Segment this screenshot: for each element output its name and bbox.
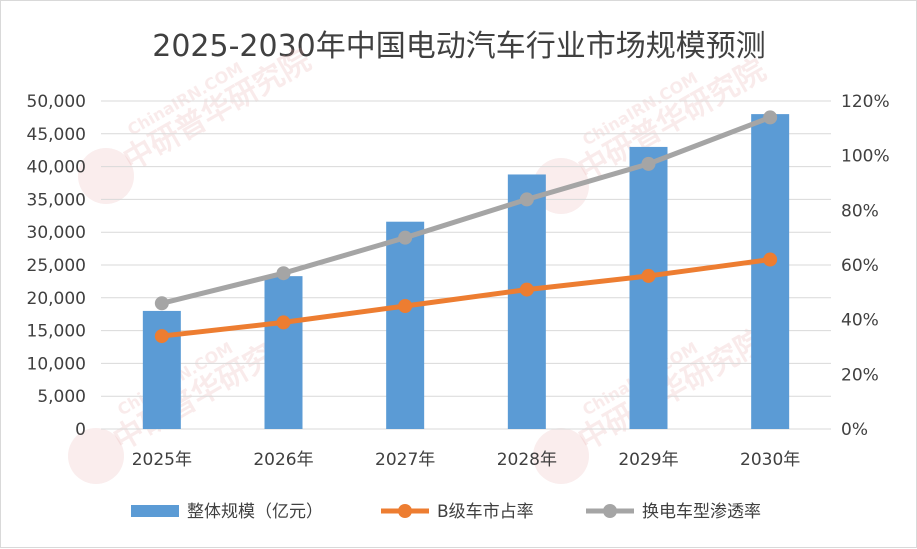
- legend-swatch-marker: [398, 504, 412, 518]
- bar: [264, 276, 303, 429]
- line-point: [276, 266, 291, 281]
- right-axis-tick-label: 80%: [841, 201, 879, 221]
- legend-label: B级车市占率: [437, 502, 534, 522]
- right-axis-tick-label: 40%: [841, 311, 879, 331]
- gridlines: [101, 100, 831, 430]
- left-axis-tick-label: 30,000: [27, 223, 86, 243]
- watermark-logo-icon: [68, 428, 124, 484]
- line-point: [641, 268, 656, 283]
- chart-title: 2025-2030年中国电动汽车行业市场规模预测: [152, 29, 766, 64]
- x-axis-ticks: 2025年 2026年 2027年 2028年 2029年 2030年: [132, 450, 801, 470]
- left-axis-tick-label: 40,000: [27, 158, 86, 178]
- line-point: [519, 192, 534, 207]
- x-axis-tick-label: 2026年: [253, 450, 313, 470]
- legend-label: 整体规模（亿元）: [187, 502, 323, 522]
- right-axis-tick-label: 0%: [841, 420, 868, 440]
- left-axis-tick-label: 35,000: [27, 190, 86, 210]
- watermark-logo-icon: [533, 428, 589, 484]
- bar: [507, 174, 546, 429]
- bar: [142, 310, 181, 429]
- x-axis-tick-label: 2029年: [618, 450, 678, 470]
- legend: 整体规模（亿元） B级车市占率 换电车型渗透率: [131, 502, 761, 522]
- line-point: [154, 329, 169, 344]
- bar: [751, 114, 790, 430]
- left-axis-tick-label: 5,000: [37, 387, 86, 407]
- right-axis-tick-label: 20%: [841, 365, 879, 385]
- line-point: [154, 296, 169, 311]
- left-axis-ticks: 0 5,000 10,000 15,000 20,000 25,000 30,000 35,0…: [27, 92, 86, 440]
- line-point: [763, 110, 778, 125]
- watermark-logo-icon: [533, 158, 589, 214]
- legend-swatch-bar: [131, 505, 179, 517]
- left-axis-tick-label: 25,000: [27, 256, 86, 276]
- watermark-logo-icon: [78, 148, 134, 204]
- legend-swatch-marker: [603, 504, 617, 518]
- x-axis-tick-label: 2025年: [132, 450, 192, 470]
- line-point: [398, 230, 413, 245]
- bar-series: [142, 114, 790, 430]
- left-axis-tick-label: 15,000: [27, 322, 86, 342]
- left-axis-tick-label: 20,000: [27, 289, 86, 309]
- x-axis-tick-label: 2028年: [497, 450, 557, 470]
- series-line: [161, 257, 771, 339]
- right-axis-tick-label: 120%: [841, 92, 890, 112]
- left-axis-tick-label: 50,000: [27, 92, 86, 112]
- bar: [629, 146, 668, 430]
- line-point: [641, 156, 656, 171]
- line-point: [398, 299, 413, 313]
- line-series: [154, 110, 778, 344]
- bar: [386, 221, 425, 429]
- line-point: [763, 252, 778, 267]
- left-axis-tick-label: 10,000: [27, 354, 86, 374]
- left-axis-tick-label: 45,000: [27, 125, 86, 145]
- right-axis-ticks: 0% 20% 40% 60% 80% 100% 120%: [841, 92, 890, 440]
- right-axis-tick-label: 60%: [841, 256, 879, 276]
- left-axis-tick-label: 0: [75, 420, 86, 440]
- line-point: [519, 282, 534, 297]
- x-axis-tick-label: 2030年: [740, 450, 800, 470]
- line-point: [276, 315, 291, 330]
- series-line: [161, 115, 772, 306]
- right-axis-tick-label: 100%: [841, 147, 890, 167]
- legend-label: 换电车型渗透率: [642, 502, 761, 522]
- x-axis-tick-label: 2027年: [375, 450, 435, 470]
